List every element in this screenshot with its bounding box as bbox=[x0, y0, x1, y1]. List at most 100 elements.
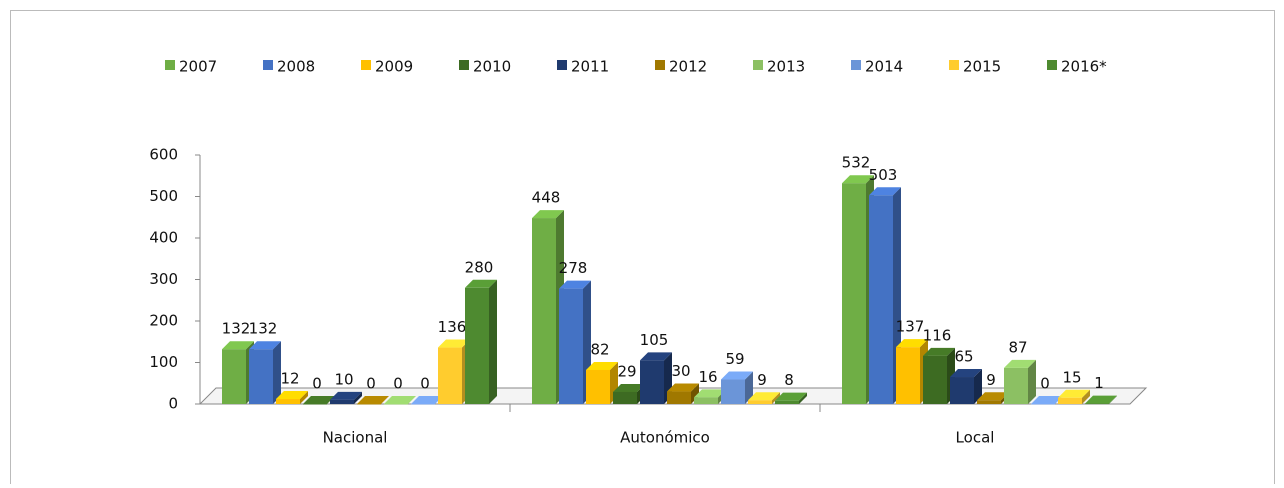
bar-side bbox=[799, 392, 807, 404]
data-label: 136 bbox=[438, 318, 467, 336]
bar-top bbox=[950, 369, 982, 378]
bar bbox=[869, 195, 893, 404]
legend-label: 2007 bbox=[179, 58, 217, 76]
bar bbox=[613, 391, 637, 404]
bar bbox=[1031, 404, 1055, 405]
bar-top bbox=[438, 339, 470, 348]
y-tick-label: 600 bbox=[149, 146, 178, 164]
bar bbox=[950, 377, 974, 404]
legend-label: 2014 bbox=[865, 58, 903, 76]
x-tick-label: Autonómico bbox=[620, 429, 710, 447]
data-label: 503 bbox=[869, 166, 898, 184]
data-label: 16 bbox=[698, 368, 717, 386]
legend-swatch bbox=[655, 60, 665, 70]
bar bbox=[249, 349, 273, 404]
x-tick-label: Nacional bbox=[323, 429, 388, 447]
bar bbox=[1085, 403, 1109, 405]
legend-label: 2008 bbox=[277, 58, 315, 76]
data-label: 0 bbox=[1040, 375, 1050, 393]
y-tick-label: 100 bbox=[149, 353, 178, 371]
legend-label: 2012 bbox=[669, 58, 707, 76]
bar-top bbox=[559, 280, 591, 289]
bar-top bbox=[384, 396, 416, 404]
bar bbox=[532, 218, 556, 404]
legend-swatch bbox=[753, 60, 763, 70]
bar-side bbox=[489, 279, 497, 404]
bar-top bbox=[667, 383, 699, 392]
bar-top bbox=[586, 361, 618, 370]
bar bbox=[303, 404, 327, 405]
bar bbox=[896, 347, 920, 404]
bar-top bbox=[640, 352, 672, 361]
data-label: 59 bbox=[725, 350, 744, 368]
bar bbox=[694, 397, 718, 404]
bar-side bbox=[745, 371, 753, 404]
data-label: 0 bbox=[393, 375, 403, 393]
bar-top bbox=[613, 383, 645, 392]
bar bbox=[357, 404, 381, 405]
legend-swatch bbox=[557, 60, 567, 70]
data-label: 132 bbox=[249, 320, 278, 338]
bar-top bbox=[896, 339, 928, 348]
bar bbox=[438, 347, 462, 404]
legend-label: 2013 bbox=[767, 58, 805, 76]
bar bbox=[276, 399, 300, 404]
bar-top bbox=[977, 392, 1009, 401]
bar bbox=[1058, 397, 1082, 404]
bar-top bbox=[1085, 395, 1117, 404]
data-label: 137 bbox=[896, 318, 925, 336]
bar bbox=[748, 400, 772, 404]
bar-top bbox=[465, 279, 497, 288]
bar-top bbox=[923, 347, 955, 356]
bar bbox=[1004, 367, 1028, 404]
y-tick-label: 500 bbox=[149, 187, 178, 205]
chart-frame bbox=[10, 10, 1275, 488]
bar bbox=[667, 391, 691, 404]
data-label: 29 bbox=[617, 362, 636, 380]
bar-top bbox=[411, 396, 443, 404]
data-label: 448 bbox=[532, 189, 561, 207]
y-tick-label: 300 bbox=[149, 270, 178, 288]
bar-side bbox=[300, 391, 308, 404]
bar bbox=[586, 369, 610, 404]
bar-top bbox=[694, 389, 726, 398]
bar-top bbox=[222, 341, 254, 350]
bar bbox=[465, 287, 489, 404]
bar bbox=[222, 349, 246, 404]
bar-side bbox=[273, 341, 281, 404]
bar-top bbox=[869, 187, 901, 196]
legend-swatch bbox=[165, 60, 175, 70]
bar-top bbox=[748, 392, 780, 401]
bar bbox=[411, 404, 435, 405]
legend-swatch bbox=[1047, 60, 1057, 70]
legend-label: 2010 bbox=[473, 58, 511, 76]
data-label: 116 bbox=[923, 326, 952, 344]
data-label: 12 bbox=[280, 370, 299, 388]
legend-label: 2011 bbox=[571, 58, 609, 76]
legend-swatch bbox=[949, 60, 959, 70]
data-label: 1 bbox=[1094, 374, 1104, 392]
bar-top bbox=[249, 341, 281, 350]
bar-side bbox=[772, 392, 780, 404]
bar-top bbox=[532, 210, 564, 219]
y-tick-label: 200 bbox=[149, 312, 178, 330]
bar bbox=[923, 355, 947, 404]
data-label: 132 bbox=[222, 320, 251, 338]
bar-top bbox=[1058, 389, 1090, 398]
bar bbox=[721, 379, 745, 404]
bar-side bbox=[1028, 359, 1036, 404]
data-label: 82 bbox=[590, 340, 609, 358]
data-label: 532 bbox=[842, 154, 871, 172]
legend-swatch bbox=[361, 60, 371, 70]
bar-top bbox=[775, 392, 807, 401]
bar-side bbox=[1082, 389, 1090, 404]
data-label: 0 bbox=[366, 375, 376, 393]
legend-swatch bbox=[263, 60, 273, 70]
bar-top bbox=[842, 175, 874, 184]
bar bbox=[559, 288, 583, 404]
y-tick-label: 400 bbox=[149, 229, 178, 247]
legend-label: 2009 bbox=[375, 58, 413, 76]
data-label: 0 bbox=[420, 375, 430, 393]
bar-top bbox=[276, 391, 308, 400]
data-label: 9 bbox=[986, 371, 996, 389]
